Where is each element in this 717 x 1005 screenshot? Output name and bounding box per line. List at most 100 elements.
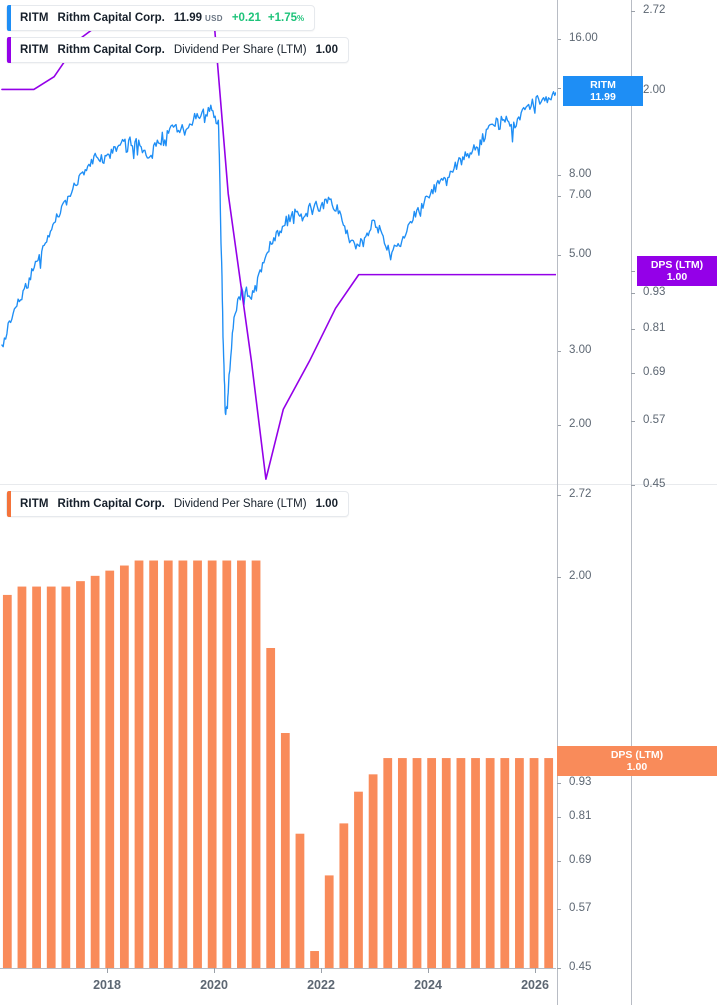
bar bbox=[310, 951, 319, 968]
axis-tick-label: 0.57 bbox=[643, 414, 666, 426]
axis-tick-label: 0.81 bbox=[643, 322, 666, 334]
legend-ticker-dps-line: RITM bbox=[20, 44, 49, 56]
bar-series bbox=[2, 560, 554, 968]
bar bbox=[46, 586, 56, 968]
bar bbox=[134, 560, 144, 968]
bar bbox=[500, 758, 510, 968]
bar bbox=[76, 581, 85, 968]
axis-tick-label: 0.93 bbox=[569, 776, 592, 788]
bar bbox=[119, 565, 129, 968]
axis-tick-label: 8.00 bbox=[569, 168, 592, 180]
badge-dps-line-line2: 1.00 bbox=[666, 271, 688, 283]
legend-company-dps-bar: Rithm Capital Corp. bbox=[57, 498, 165, 510]
axis-tick-label: 2.00 bbox=[643, 84, 666, 96]
axis-tick-label: 0.81 bbox=[569, 810, 592, 822]
legend-dps-line[interactable]: RITM Rithm Capital Corp. Dividend Per Sh… bbox=[6, 37, 349, 63]
price-chart-panel bbox=[0, 0, 556, 484]
legend-price[interactable]: RITM Rithm Capital Corp. 11.99 USD +0.21… bbox=[6, 5, 316, 31]
dps-ltm-line bbox=[1, 16, 556, 481]
legend-dps-bar[interactable]: RITM Rithm Capital Corp. Dividend Per Sh… bbox=[6, 491, 349, 517]
bar bbox=[2, 594, 12, 968]
x-axis-baseline bbox=[0, 968, 556, 969]
x-axis-tickmark bbox=[428, 968, 429, 973]
bar bbox=[178, 560, 188, 968]
axis-tickmark bbox=[557, 175, 561, 176]
axis-tick-label: 2.72 bbox=[643, 4, 666, 16]
bar bbox=[368, 774, 378, 968]
bar bbox=[280, 733, 290, 968]
dps-bar-chart-svg bbox=[2, 560, 554, 968]
legend-company-dps-line: Rithm Capital Corp. bbox=[57, 44, 165, 56]
bar bbox=[456, 758, 466, 968]
x-axis-label: 2024 bbox=[414, 978, 442, 992]
axis-tickmark bbox=[557, 425, 561, 426]
legend-currency: USD bbox=[205, 13, 223, 23]
axis-tickmark bbox=[557, 351, 561, 352]
x-axis[interactable]: 2018 2020 2022 2024 2026 bbox=[0, 968, 556, 1005]
legend-value-dps-bar: 1.00 bbox=[315, 498, 338, 510]
bar bbox=[32, 586, 41, 968]
axis-tick-label: 0.69 bbox=[643, 366, 666, 378]
bar bbox=[193, 560, 202, 968]
bar bbox=[427, 758, 437, 968]
price-chart-svg bbox=[1, 16, 556, 481]
bar bbox=[397, 758, 407, 968]
x-axis-tickmark bbox=[214, 968, 215, 973]
x-axis-label: 2020 bbox=[200, 978, 228, 992]
price-badge-ritm: RITM 11.99 bbox=[563, 76, 643, 106]
axis-tick-label: 2.00 bbox=[569, 418, 592, 430]
axis-tickmark bbox=[631, 271, 635, 272]
legend-ticker-price: RITM bbox=[20, 12, 49, 24]
axis-tick-label: 5.00 bbox=[569, 248, 592, 260]
axis-tickmark bbox=[631, 373, 635, 374]
price-badge-dps-line: DPS (LTM) 1.00 bbox=[637, 256, 717, 286]
axis-tickmark bbox=[557, 577, 561, 578]
bar bbox=[163, 560, 173, 968]
bars-y-axis[interactable]: 2.722.001.000.930.810.690.570.45 bbox=[557, 0, 617, 1005]
badge-ritm-line1: RITM bbox=[590, 78, 616, 91]
axis-tickmark bbox=[631, 421, 635, 422]
legend-change-pct: +1.75% bbox=[267, 12, 305, 24]
axis-tick-label: 16.00 bbox=[569, 32, 598, 44]
axis-spine-bars bbox=[557, 0, 558, 1005]
bar bbox=[17, 586, 27, 968]
bar bbox=[105, 570, 115, 968]
axis-tickmark bbox=[631, 11, 635, 12]
bar bbox=[485, 758, 495, 968]
badge-dps-bar-line1: DPS (LTM) bbox=[610, 748, 664, 761]
legend-metric-dps-bar: Dividend Per Share (LTM) bbox=[173, 498, 307, 510]
axis-tickmark bbox=[557, 39, 561, 40]
legend-value-dps-line: 1.00 bbox=[315, 44, 338, 56]
bar bbox=[544, 758, 554, 968]
x-axis-tickmark bbox=[107, 968, 108, 973]
bar bbox=[295, 833, 305, 968]
bar bbox=[471, 758, 480, 968]
legend-metric-dps-line: Dividend Per Share (LTM) bbox=[173, 44, 307, 56]
badge-dps-bar-line2: 1.00 bbox=[626, 761, 648, 773]
axis-tickmark bbox=[557, 495, 561, 496]
axis-tickmark bbox=[631, 329, 635, 330]
axis-tick-label: 3.00 bbox=[569, 344, 592, 356]
badge-ritm-line2: 11.99 bbox=[590, 91, 616, 103]
ritm-price-line bbox=[1, 91, 556, 416]
dps-y-axis[interactable]: 2.72 2.00 1.000.93 0.81 0.69 0.57 0.45 bbox=[631, 0, 717, 1005]
axis-tickmark bbox=[557, 88, 561, 89]
axis-tickmark bbox=[557, 909, 561, 910]
bar bbox=[266, 647, 276, 968]
axis-spine-dps bbox=[631, 0, 632, 1005]
axis-tickmark bbox=[631, 293, 635, 294]
axis-tickmark bbox=[557, 196, 561, 197]
dps-bar-chart-panel bbox=[0, 487, 556, 968]
legend-color-swatch-dps-line bbox=[7, 37, 11, 63]
axis-tickmark bbox=[557, 783, 561, 784]
bar bbox=[222, 560, 232, 968]
bar bbox=[383, 758, 393, 968]
x-axis-label: 2022 bbox=[307, 978, 335, 992]
axis-tick-label: 0.93 bbox=[643, 286, 666, 298]
legend-color-swatch-dps-bar bbox=[7, 491, 11, 517]
x-axis-tickmark bbox=[535, 968, 536, 973]
x-axis-tickmark bbox=[321, 968, 322, 973]
bar bbox=[237, 560, 246, 968]
axis-tick-label: 2.00 bbox=[569, 570, 592, 582]
bar bbox=[339, 823, 349, 968]
